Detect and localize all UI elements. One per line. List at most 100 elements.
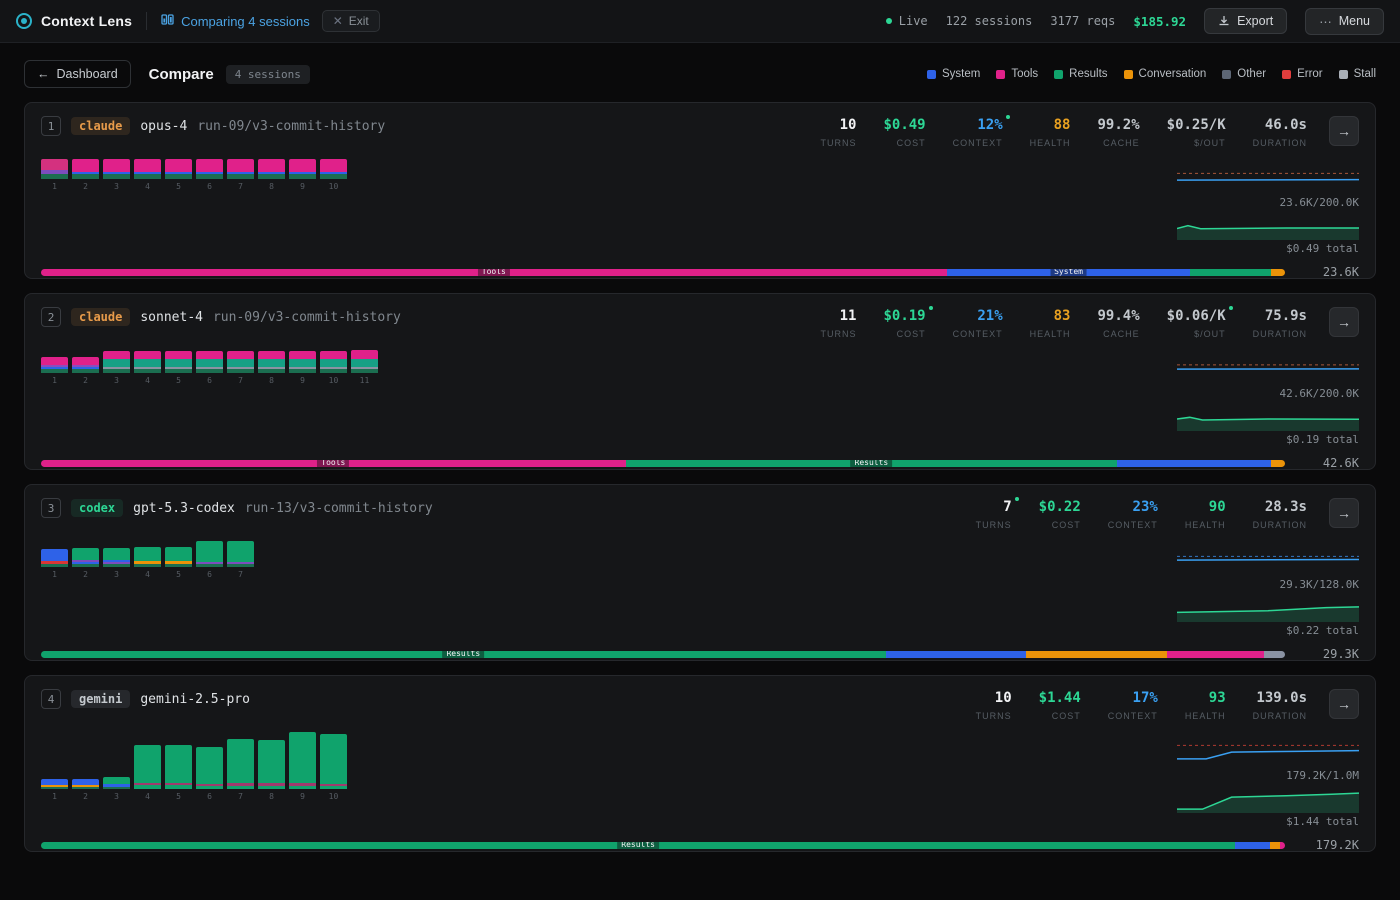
turn-bar-7[interactable] bbox=[227, 541, 254, 567]
turn-bar-segment bbox=[134, 783, 161, 786]
turn-bar-label: 1 bbox=[52, 182, 57, 191]
turn-bar-segment bbox=[165, 173, 192, 179]
legend-item-stall[interactable]: Stall bbox=[1338, 68, 1376, 80]
turn-bar-segment bbox=[258, 173, 285, 179]
session-card-2: 2 claude sonnet-4 run-09/v3-commit-history 1… bbox=[24, 293, 1376, 470]
turn-bar-1[interactable] bbox=[41, 159, 68, 179]
turn-bar-segment bbox=[72, 559, 99, 562]
turn-bar-segment bbox=[320, 351, 347, 360]
open-session-button[interactable]: → bbox=[1329, 689, 1359, 719]
turn-bar-10[interactable] bbox=[320, 159, 347, 179]
turn-bar-segment bbox=[72, 548, 99, 560]
turn-bar-4[interactable] bbox=[134, 351, 161, 373]
export-button[interactable]: Export bbox=[1204, 8, 1288, 34]
turn-bar-10[interactable] bbox=[320, 351, 347, 373]
turn-bar-7[interactable] bbox=[227, 351, 254, 373]
turn-bar-9[interactable] bbox=[289, 351, 316, 373]
stat-turns: 10 TURNS bbox=[820, 116, 856, 148]
turn-bar-segment bbox=[196, 369, 223, 373]
legend-item-results[interactable]: Results bbox=[1054, 68, 1108, 80]
model-name: sonnet-4 bbox=[140, 309, 203, 325]
session-card-body: 1 2 3 4 5 6 7 29.3K/128.0K $0.22 total bbox=[41, 538, 1359, 637]
turn-bars-block: 1 2 3 4 5 6 7 8 9 10 bbox=[41, 156, 1177, 255]
stat-cost: $1.44 COST bbox=[1039, 689, 1081, 721]
turn-bar-1[interactable] bbox=[41, 779, 68, 789]
turn-bar-5[interactable] bbox=[165, 159, 192, 179]
turn-bar-2[interactable] bbox=[72, 548, 99, 567]
back-arrow-icon: ← bbox=[37, 67, 50, 81]
legend-item-system[interactable]: System bbox=[926, 68, 980, 80]
turn-bar-3[interactable] bbox=[103, 777, 130, 789]
stat-value: 17% bbox=[1132, 690, 1158, 706]
turn-bar-9[interactable] bbox=[289, 732, 316, 789]
turn-bar-4[interactable] bbox=[134, 745, 161, 789]
stat-value: 90 bbox=[1208, 499, 1226, 515]
turn-bar-8[interactable] bbox=[258, 351, 285, 373]
legend-item-error[interactable]: Error bbox=[1282, 68, 1323, 80]
stat-value: 83 bbox=[1053, 308, 1071, 324]
turn-bar-1[interactable] bbox=[41, 549, 68, 567]
turn-bar-7[interactable] bbox=[227, 159, 254, 179]
turn-bar-3[interactable] bbox=[103, 159, 130, 179]
legend-item-conversation[interactable]: Conversation bbox=[1123, 68, 1206, 80]
legend-item-other[interactable]: Other bbox=[1222, 68, 1266, 80]
turn-bar-10[interactable] bbox=[320, 734, 347, 789]
turn-bar-2[interactable] bbox=[72, 159, 99, 179]
turn-bar-segment bbox=[103, 369, 130, 373]
flow-segment-system: System bbox=[946, 268, 1191, 276]
dashboard-back-button[interactable]: ← Dashboard bbox=[24, 60, 131, 88]
turn-bar-segment bbox=[227, 359, 254, 368]
turn-bar-8[interactable] bbox=[258, 159, 285, 179]
session-card-header: 2 claude sonnet-4 run-09/v3-commit-history 1… bbox=[41, 306, 1359, 339]
turn-bar-3[interactable] bbox=[103, 548, 130, 567]
turn-bar-7[interactable] bbox=[227, 739, 254, 789]
turn-bar-label: 6 bbox=[207, 182, 212, 191]
stat-value: 21% bbox=[977, 308, 1003, 324]
turn-bar-labels: 1 2 3 4 5 6 7 8 9 10 11 bbox=[41, 376, 1177, 385]
turn-bar-9[interactable] bbox=[289, 159, 316, 179]
menu-button[interactable]: ⋯ Menu bbox=[1305, 7, 1384, 35]
comparing-sessions-link[interactable]: Comparing 4 sessions bbox=[161, 13, 310, 29]
stat-label: TURNS bbox=[820, 138, 857, 148]
turn-bar-8[interactable] bbox=[258, 740, 285, 789]
turn-bar-segment bbox=[196, 561, 223, 564]
turn-bar-6[interactable] bbox=[196, 747, 223, 789]
turn-bar-segment bbox=[134, 359, 161, 368]
best-metric-dot-icon bbox=[1014, 497, 1019, 501]
sparklines: 42.6K/200.0K $0.19 total bbox=[1177, 347, 1359, 446]
close-icon: ✕ bbox=[332, 14, 343, 28]
turn-bar-6[interactable] bbox=[196, 541, 223, 567]
turn-bar-segment bbox=[72, 173, 99, 179]
turn-bar-segment bbox=[41, 785, 68, 787]
turn-bar-3[interactable] bbox=[103, 351, 130, 373]
turn-bar-2[interactable] bbox=[72, 357, 99, 373]
sparklines: 23.6K/200.0K $0.49 total bbox=[1177, 156, 1359, 255]
turn-bar-6[interactable] bbox=[196, 159, 223, 179]
stat-turns: 7 TURNS bbox=[976, 497, 1019, 530]
turn-bar-segment bbox=[196, 173, 223, 179]
turn-bar-4[interactable] bbox=[134, 547, 161, 567]
turn-bar-segment bbox=[103, 171, 130, 174]
open-session-button[interactable]: → bbox=[1329, 498, 1359, 528]
turn-bar-2[interactable] bbox=[72, 779, 99, 789]
turn-bar-segment bbox=[258, 783, 285, 786]
turn-bar-4[interactable] bbox=[134, 159, 161, 179]
turn-bar-6[interactable] bbox=[196, 351, 223, 373]
stat-value: 7 bbox=[1003, 497, 1019, 515]
legend-item-tools[interactable]: Tools bbox=[996, 68, 1038, 80]
turn-bar-5[interactable] bbox=[165, 745, 192, 789]
exit-button[interactable]: ✕ Exit bbox=[321, 10, 380, 32]
turn-bar-11[interactable] bbox=[351, 350, 378, 373]
turn-bar-label: 10 bbox=[328, 792, 339, 801]
flow-segment-results: Results bbox=[41, 841, 1236, 849]
turn-bar-segment bbox=[320, 359, 347, 368]
turn-bar-segment bbox=[41, 173, 68, 179]
turn-bar-5[interactable] bbox=[165, 547, 192, 567]
open-session-button[interactable]: → bbox=[1329, 307, 1359, 337]
turn-bar-5[interactable] bbox=[165, 351, 192, 373]
turn-bar-segment bbox=[134, 173, 161, 179]
session-identity: 4 gemini gemini-2.5-pro bbox=[41, 689, 250, 709]
turn-bar-segment bbox=[289, 359, 316, 368]
turn-bar-1[interactable] bbox=[41, 357, 68, 373]
open-session-button[interactable]: → bbox=[1329, 116, 1359, 146]
